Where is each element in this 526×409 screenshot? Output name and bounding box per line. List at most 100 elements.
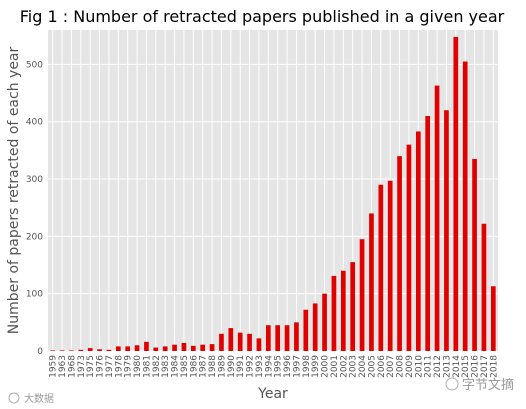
bar-1987 (200, 344, 206, 351)
y-tick-label: 300 (26, 175, 43, 185)
bar-2009 (406, 144, 412, 351)
plot-area (48, 30, 498, 351)
bar-1998 (303, 309, 309, 351)
x-tick-label: 1993 (255, 355, 265, 378)
chart-title: Fig 1 : Number of retracted papers publi… (20, 7, 505, 26)
y-axis-label: Number of papers retracted of each year (6, 47, 22, 335)
bar-2002 (340, 270, 346, 351)
x-tick-label: 1991 (236, 355, 246, 378)
x-tick-label: 1973 (77, 355, 87, 378)
x-tick-label: 1979 (124, 355, 134, 378)
bar-2012 (434, 85, 440, 352)
watermark-left-text: 大数据 (24, 392, 54, 405)
x-axis-label: Year (257, 386, 288, 402)
bar-2003 (350, 262, 356, 351)
bar-1984 (172, 344, 177, 351)
x-tick-label: 2008 (396, 355, 406, 378)
x-tick-label: 1995 (274, 355, 284, 378)
bar-1988 (209, 344, 215, 351)
x-tick-label: 1988 (208, 355, 218, 378)
x-axis-ticks: 1959 1963 1968 1973 1975 1976 1977 1978 1979 1980… (49, 355, 500, 378)
x-tick-label: 1975 (86, 355, 96, 378)
bar-1999 (312, 303, 318, 351)
y-tick-label: 500 (26, 60, 43, 70)
x-tick-label: 2010 (414, 355, 424, 378)
x-tick-label: 2004 (358, 355, 368, 378)
watermark-wechat-icon (445, 377, 459, 391)
bar-1982 (153, 347, 159, 351)
bar-1980 (134, 345, 140, 351)
x-tick-label: 2000 (321, 355, 331, 378)
x-tick-label: 1994 (264, 355, 274, 378)
x-tick-label: 1982 (152, 355, 162, 378)
watermark: 大数据 字节文摘 (8, 377, 514, 405)
x-tick-label: 1987 (199, 355, 209, 378)
x-tick-label: 2015 (461, 355, 471, 378)
bar-1976 (97, 349, 102, 351)
bar-1991 (237, 332, 243, 351)
bar-1973 (78, 349, 84, 351)
bar-1990 (228, 328, 234, 351)
x-tick-label: 2006 (377, 355, 387, 378)
x-tick-label: 1977 (105, 355, 115, 378)
bar-2013 (444, 110, 449, 351)
bar-1981 (144, 341, 149, 351)
x-tick-label: 1985 (180, 355, 190, 378)
x-tick-label: 1990 (227, 355, 237, 378)
x-tick-label: 1980 (133, 355, 143, 378)
bar-1986 (190, 345, 196, 351)
x-tick-label: 1968 (67, 355, 77, 378)
x-tick-label: 1963 (58, 355, 68, 378)
x-tick-label: 2012 (433, 355, 443, 378)
bar-1978 (115, 346, 121, 351)
bar-1993 (256, 338, 262, 351)
bar-2017 (481, 223, 487, 351)
bar-2018 (490, 286, 496, 351)
x-tick-label: 2001 (330, 355, 340, 378)
bar-1985 (181, 342, 187, 351)
bar-2014 (453, 36, 459, 351)
bar-1979 (125, 346, 131, 351)
x-tick-label: 1978 (114, 355, 124, 378)
bar-2011 (425, 115, 431, 351)
x-tick-label: 2011 (424, 355, 434, 378)
x-tick-label: 1976 (96, 355, 106, 378)
x-tick-label: 1996 (283, 355, 293, 378)
x-tick-label: 2017 (480, 355, 490, 378)
x-tick-label: 1984 (171, 355, 181, 378)
bars (50, 36, 496, 352)
bar-1995 (275, 325, 281, 351)
bar-1963 (59, 350, 65, 351)
x-tick-label: 2009 (405, 355, 415, 378)
x-tick-label: 1998 (302, 355, 312, 378)
x-tick-label: 2002 (339, 355, 349, 378)
x-tick-label: 2014 (452, 355, 462, 378)
bar-2016 (472, 158, 477, 351)
x-tick-label: 1999 (311, 355, 321, 378)
x-tick-label: 1997 (292, 355, 302, 378)
x-tick-label: 1989 (217, 355, 227, 378)
y-tick-label: 100 (26, 290, 43, 300)
bar-1992 (247, 333, 252, 351)
x-tick-label: 2016 (471, 355, 481, 378)
y-axis-ticks: 0 100 200 300 400 500 (26, 60, 43, 357)
bar-2015 (462, 61, 468, 351)
bar-2005 (369, 213, 374, 351)
bar-1983 (162, 346, 168, 351)
bar-1975 (87, 348, 93, 351)
bar-1994 (265, 325, 271, 351)
y-tick-label: 400 (26, 118, 43, 128)
bar-1989 (219, 333, 224, 351)
bar-1996 (284, 325, 290, 351)
bar-2008 (397, 156, 402, 351)
bar-2000 (322, 293, 327, 351)
x-tick-label: 2007 (386, 355, 396, 378)
x-tick-label: 1992 (246, 355, 256, 378)
y-tick-label: 0 (37, 347, 43, 357)
y-tick-label: 200 (26, 232, 43, 242)
bar-2006 (378, 184, 384, 351)
x-tick-label: 1986 (189, 355, 199, 378)
bar-2001 (331, 275, 337, 351)
bar-1997 (294, 322, 299, 351)
